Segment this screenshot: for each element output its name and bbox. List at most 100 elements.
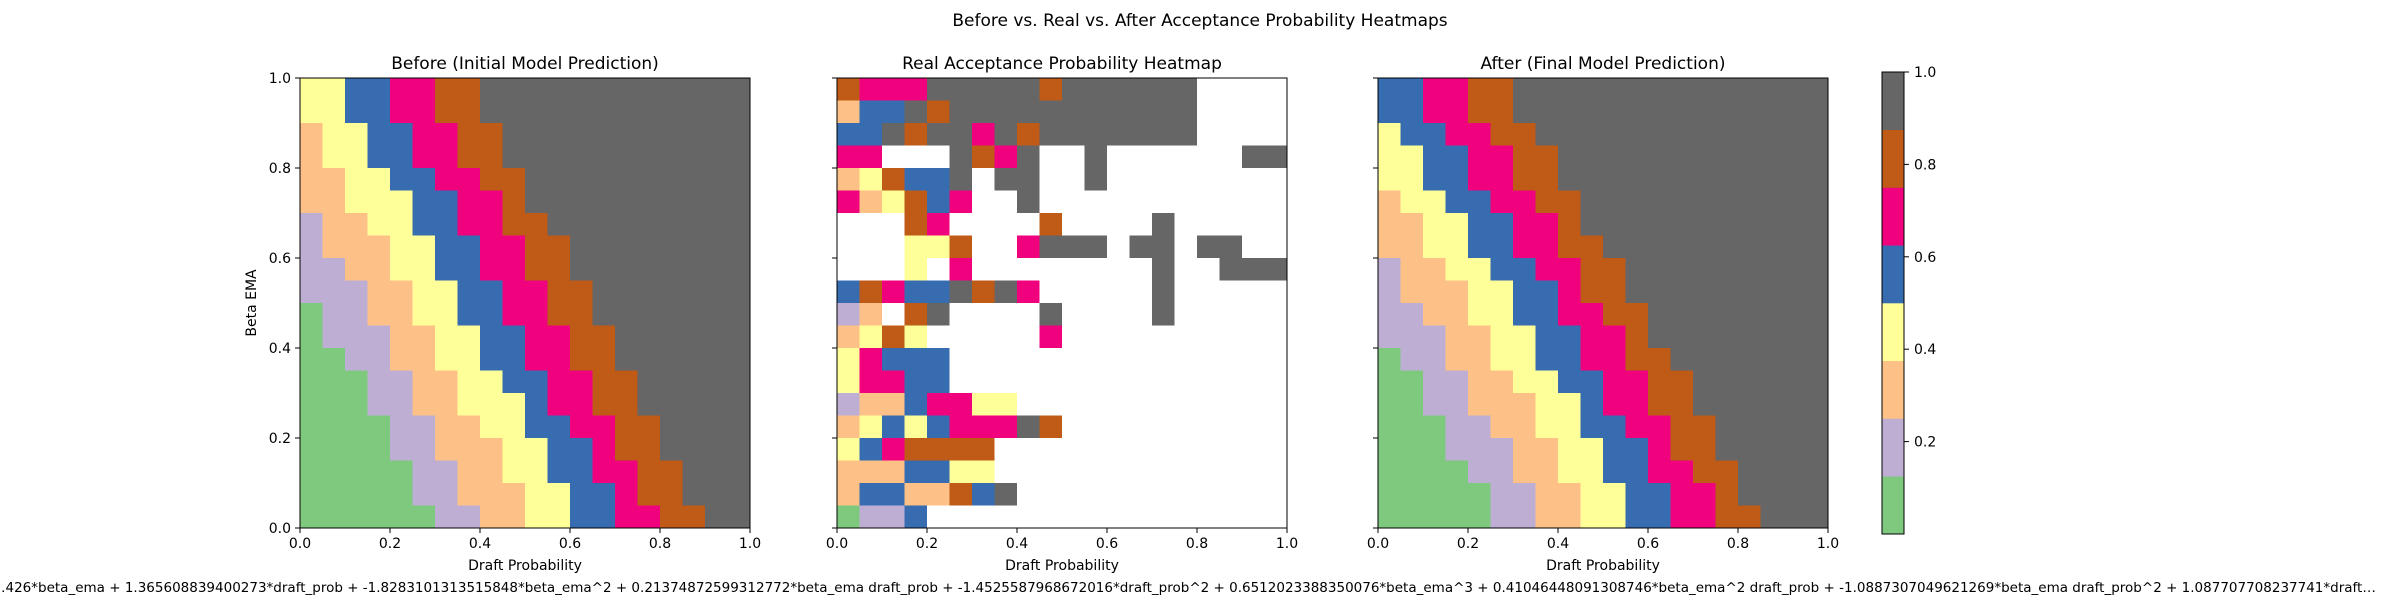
- heatmap-cell: [1806, 168, 1829, 191]
- heatmap-cell: [1401, 348, 1424, 371]
- heatmap-cell: [525, 168, 548, 191]
- heatmap-cell: [1446, 371, 1469, 394]
- heatmap-cell: [995, 371, 1018, 394]
- heatmap-cell: [1513, 438, 1536, 461]
- heatmap-cell: [728, 371, 751, 394]
- heatmap-cell: [660, 326, 683, 349]
- heatmap-cell: [300, 303, 323, 326]
- heatmap-cell: [593, 168, 616, 191]
- heatmap-cell: [705, 506, 728, 529]
- heatmap-cell: [905, 213, 928, 236]
- heatmap-cell: [1806, 348, 1829, 371]
- heatmap-cell: [615, 506, 638, 529]
- heatmap-cell: [882, 506, 905, 529]
- heatmap-cell: [570, 168, 593, 191]
- heatmap-cell: [995, 258, 1018, 281]
- heatmap-cell: [1175, 371, 1198, 394]
- heatmap-cell: [1581, 371, 1604, 394]
- heatmap-cell: [1017, 213, 1040, 236]
- heatmap-cell: [705, 101, 728, 124]
- heatmap-cell: [1062, 168, 1085, 191]
- heatmap-cell: [1401, 393, 1424, 416]
- heatmap-cell: [927, 348, 950, 371]
- heatmap-cell: [660, 303, 683, 326]
- heatmap-cell: [1716, 461, 1739, 484]
- heatmap-cell: [683, 123, 706, 146]
- heatmap-cell: [1603, 123, 1626, 146]
- heatmap-cell: [300, 258, 323, 281]
- heatmap-cell: [1017, 416, 1040, 439]
- heatmap-cell: [1716, 393, 1739, 416]
- heatmap-cell: [345, 101, 368, 124]
- heatmap-cell: [1558, 461, 1581, 484]
- heatmap-cell: [1491, 371, 1514, 394]
- heatmap-cell: [548, 416, 571, 439]
- heatmap-cell: [1242, 506, 1265, 529]
- heatmap-cell: [972, 483, 995, 506]
- colorbar-bin: [1882, 419, 1904, 477]
- heatmap-cell: [972, 236, 995, 259]
- heatmap-cell: [570, 101, 593, 124]
- heatmap-cell: [1040, 438, 1063, 461]
- heatmap-cell: [950, 461, 973, 484]
- heatmap-cell: [995, 146, 1018, 169]
- heatmap-cell: [1693, 281, 1716, 304]
- heatmap-cell: [1716, 168, 1739, 191]
- heatmap-cell: [1671, 236, 1694, 259]
- heatmap-cell: [1671, 326, 1694, 349]
- heatmap-cell: [1491, 101, 1514, 124]
- heatmap-cell: [660, 146, 683, 169]
- heatmap-cell: [1513, 213, 1536, 236]
- heatmap-cell: [1242, 416, 1265, 439]
- heatmap-cell: [1062, 326, 1085, 349]
- heatmap-cell: [525, 281, 548, 304]
- heatmap-cell: [593, 123, 616, 146]
- heatmap-after-x-ticks: 0.0 0.2 0.4 0.6 0.8 1.0: [1367, 528, 1839, 552]
- heatmap-cell: [1738, 101, 1761, 124]
- heatmap-cell: [1626, 236, 1649, 259]
- heatmap-cell: [728, 461, 751, 484]
- heatmap-after-y-ticks: [1373, 78, 1378, 528]
- heatmap-cell: [860, 348, 883, 371]
- heatmap-cell: [1062, 281, 1085, 304]
- heatmap-cell: [882, 146, 905, 169]
- heatmap-cell: [1536, 123, 1559, 146]
- heatmap-cell: [1040, 281, 1063, 304]
- heatmap-cell: [1761, 506, 1784, 529]
- x-tick-label: 1.0: [1817, 536, 1839, 552]
- x-tick-label: 0.6: [559, 536, 581, 552]
- heatmap-cell: [950, 506, 973, 529]
- heatmap-cell: [1693, 191, 1716, 214]
- x-tick-label: 0.8: [649, 536, 671, 552]
- heatmap-cell: [1761, 101, 1784, 124]
- heatmap-cell: [1783, 393, 1806, 416]
- y-tick-label: 0.4: [269, 341, 291, 357]
- heatmap-cell: [705, 191, 728, 214]
- heatmap-cell: [882, 371, 905, 394]
- heatmap-cell: [705, 236, 728, 259]
- heatmap-cell: [882, 236, 905, 259]
- heatmap-cell: [1378, 168, 1401, 191]
- heatmap-cell: [458, 416, 481, 439]
- heatmap-cell: [1423, 213, 1446, 236]
- heatmap-cell: [1738, 416, 1761, 439]
- heatmap-cell: [927, 281, 950, 304]
- heatmap-cell: [1761, 393, 1784, 416]
- heatmap-cell: [837, 213, 860, 236]
- heatmap-cell: [390, 461, 413, 484]
- heatmap-cell: [1197, 303, 1220, 326]
- heatmap-cell: [705, 303, 728, 326]
- heatmap-cell: [1242, 281, 1265, 304]
- heatmap-cell: [1491, 461, 1514, 484]
- heatmap-cell: [368, 236, 391, 259]
- fitted-formula: …426*beta_ema + 1.365608839400273*draft_…: [0, 580, 2376, 596]
- heatmap-cell: [638, 78, 661, 101]
- colorbar-tick-label: 0.6: [1914, 250, 1936, 266]
- heatmap-cell: [1040, 303, 1063, 326]
- heatmap-cell: [1220, 483, 1243, 506]
- heatmap-cell: [995, 78, 1018, 101]
- heatmap-cell: [1378, 236, 1401, 259]
- heatmap-cell: [1603, 168, 1626, 191]
- heatmap-cell: [368, 191, 391, 214]
- heatmap-cell: [905, 281, 928, 304]
